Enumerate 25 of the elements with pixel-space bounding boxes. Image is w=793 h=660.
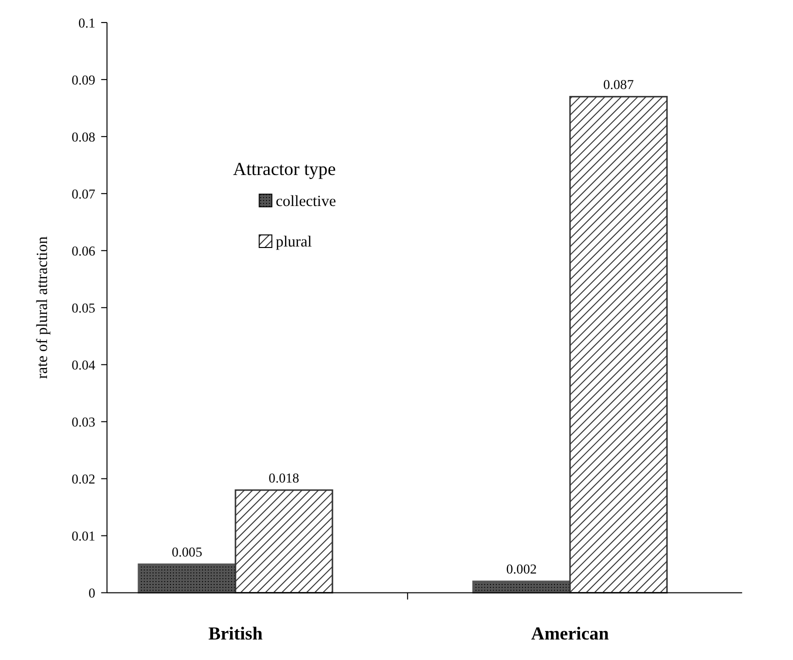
y-tick-label: 0.08 bbox=[72, 129, 96, 144]
y-tick-label: 0.01 bbox=[72, 528, 96, 544]
x-tick-label: British bbox=[208, 623, 263, 644]
legend-title: Attractor type bbox=[233, 158, 336, 179]
y-axis-title: rate of plural attraction bbox=[34, 236, 51, 379]
legend-label: collective bbox=[276, 192, 336, 210]
y-tick-label: 0.03 bbox=[72, 414, 96, 430]
data-label: 0.087 bbox=[603, 76, 634, 92]
y-tick-label: 0.09 bbox=[72, 72, 96, 88]
data-label: 0.002 bbox=[506, 562, 538, 577]
y-tick-label: 0.06 bbox=[72, 243, 96, 258]
y-tick-label: 0.02 bbox=[72, 471, 96, 486]
data-label: 0.018 bbox=[268, 470, 300, 486]
data-label: 0.005 bbox=[172, 544, 202, 560]
legend-label: plural bbox=[276, 234, 312, 251]
x-tick-label: American bbox=[531, 623, 609, 644]
bar bbox=[472, 580, 571, 594]
y-tick-label: 0.07 bbox=[72, 186, 96, 202]
bar bbox=[138, 563, 236, 594]
y-tick-label: 0.04 bbox=[72, 357, 96, 372]
bar bbox=[569, 96, 668, 594]
y-tick-label: 0.1 bbox=[78, 15, 96, 30]
y-tick-label: 0.05 bbox=[72, 300, 96, 316]
y-tick-label: 0 bbox=[88, 585, 96, 600]
bar bbox=[234, 489, 334, 594]
